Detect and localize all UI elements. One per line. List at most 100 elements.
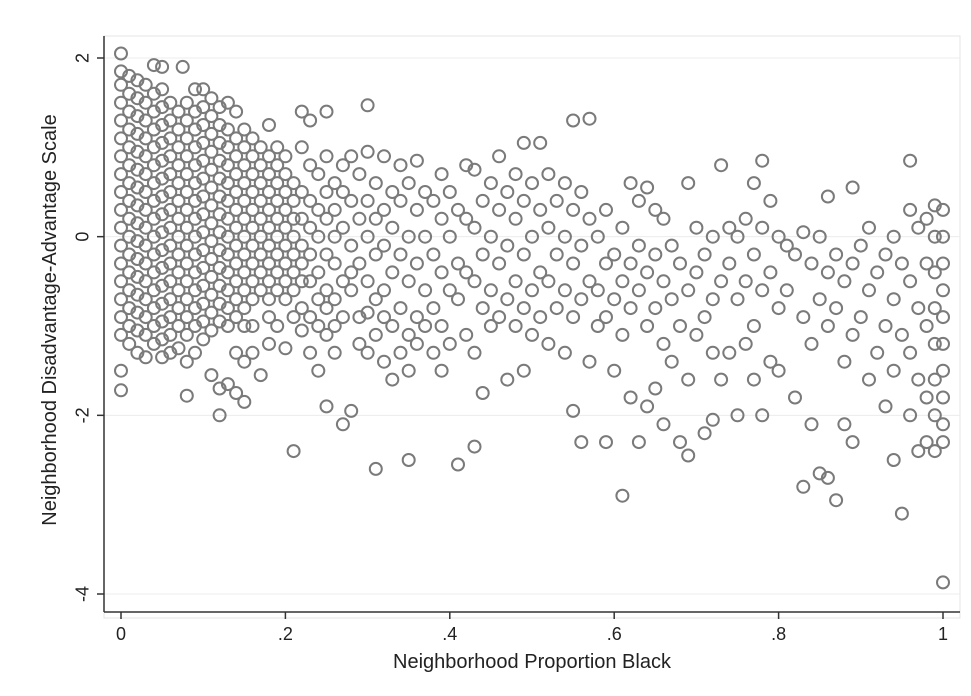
data-point xyxy=(155,135,170,150)
data-point xyxy=(163,327,178,342)
data-point xyxy=(146,193,161,208)
data-point xyxy=(771,301,786,316)
data-point xyxy=(327,319,342,333)
data-point xyxy=(262,149,276,164)
data-point xyxy=(829,247,844,262)
data-point xyxy=(286,444,301,459)
data-point xyxy=(903,202,918,217)
data-point xyxy=(270,319,285,333)
data-point xyxy=(344,193,359,208)
data-point xyxy=(179,202,194,217)
data-point xyxy=(418,229,433,244)
data-point xyxy=(122,86,137,101)
data-point xyxy=(188,122,202,137)
data-point xyxy=(862,372,876,387)
data-point xyxy=(746,247,761,262)
data-point xyxy=(146,265,161,280)
data-point xyxy=(220,247,235,262)
data-point xyxy=(188,176,202,191)
data-point xyxy=(294,211,309,226)
data-point xyxy=(541,274,556,289)
data-point xyxy=(615,274,630,289)
data-point xyxy=(171,211,186,226)
data-point xyxy=(738,211,753,226)
data-point xyxy=(648,202,663,217)
data-point xyxy=(163,220,178,235)
data-point xyxy=(311,167,326,182)
data-point xyxy=(122,122,137,137)
data-point xyxy=(566,403,581,418)
data-point xyxy=(327,256,342,271)
data-point xyxy=(730,229,745,244)
data-point xyxy=(229,149,244,164)
data-point xyxy=(155,314,170,329)
data-point xyxy=(270,229,285,244)
data-point xyxy=(820,319,835,333)
data-point xyxy=(237,229,252,244)
data-point xyxy=(746,372,761,387)
data-point xyxy=(245,238,260,253)
data-point xyxy=(845,435,860,450)
data-point xyxy=(755,408,770,423)
data-point xyxy=(368,461,383,476)
data-point xyxy=(779,283,794,298)
data-point xyxy=(220,95,235,110)
data-point xyxy=(253,247,268,262)
data-point xyxy=(146,319,161,333)
data-point xyxy=(903,345,918,360)
data-point xyxy=(705,412,720,427)
data-point xyxy=(574,238,589,253)
data-point xyxy=(631,283,646,298)
data-point xyxy=(171,319,186,333)
data-point xyxy=(114,113,128,128)
data-point xyxy=(188,247,202,262)
data-point xyxy=(114,131,128,146)
data-point xyxy=(146,58,161,73)
data-point xyxy=(138,256,153,271)
data-point xyxy=(204,269,219,284)
data-point xyxy=(229,185,244,199)
data-point xyxy=(229,167,244,182)
data-point xyxy=(903,153,918,168)
data-point xyxy=(705,229,720,244)
data-point xyxy=(549,193,564,208)
data-point xyxy=(631,193,646,208)
data-point xyxy=(196,100,211,115)
data-point xyxy=(401,363,416,378)
data-point xyxy=(122,265,137,280)
data-point xyxy=(541,220,556,235)
data-point xyxy=(820,265,835,280)
data-point xyxy=(188,345,202,360)
data-point xyxy=(936,390,950,405)
data-point xyxy=(114,274,128,289)
data-point xyxy=(804,417,819,432)
data-point xyxy=(171,122,186,137)
data-point xyxy=(270,193,285,208)
data-point xyxy=(533,202,548,217)
data-point xyxy=(220,193,235,208)
data-point xyxy=(360,193,375,208)
data-point xyxy=(171,176,186,191)
data-point xyxy=(927,408,942,423)
data-point xyxy=(270,176,285,191)
data-point xyxy=(155,171,170,186)
data-point xyxy=(155,296,170,311)
data-point xyxy=(475,247,490,262)
data-point xyxy=(229,256,244,271)
data-point xyxy=(344,265,359,280)
data-point xyxy=(286,310,301,325)
data-point xyxy=(607,247,622,262)
data-point xyxy=(516,135,531,150)
data-point xyxy=(393,193,408,208)
data-point xyxy=(179,310,194,325)
data-point xyxy=(377,149,391,164)
data-point xyxy=(155,225,170,240)
data-point xyxy=(262,238,276,253)
data-point xyxy=(204,126,219,141)
data-point xyxy=(335,417,350,432)
data-point xyxy=(286,229,301,244)
data-point xyxy=(829,301,844,316)
data-point xyxy=(204,305,219,320)
data-point xyxy=(319,211,334,226)
data-point xyxy=(196,225,211,240)
